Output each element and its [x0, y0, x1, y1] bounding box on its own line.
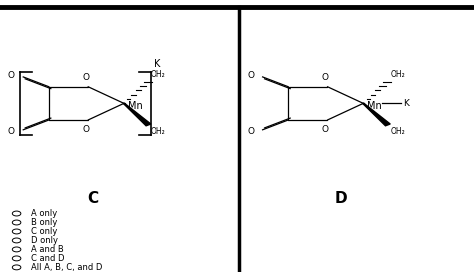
Text: Mn: Mn: [367, 101, 382, 110]
Text: O: O: [82, 125, 89, 134]
Text: Mn: Mn: [128, 101, 143, 110]
Polygon shape: [363, 103, 390, 126]
Text: O: O: [321, 73, 328, 82]
Text: K: K: [154, 59, 160, 69]
Text: O: O: [247, 127, 254, 136]
Text: O: O: [8, 127, 15, 136]
Text: All A, B, C, and D: All A, B, C, and D: [31, 263, 102, 272]
Text: K: K: [403, 99, 409, 108]
Text: C: C: [87, 191, 98, 206]
Text: O: O: [82, 73, 89, 82]
Text: O: O: [247, 71, 254, 80]
Text: D: D: [335, 191, 347, 206]
Text: D only: D only: [31, 236, 58, 245]
Polygon shape: [123, 103, 151, 126]
Text: C and D: C and D: [31, 254, 64, 263]
Text: B only: B only: [31, 218, 57, 227]
Text: OH₂: OH₂: [390, 70, 405, 79]
Text: OH₂: OH₂: [151, 127, 165, 136]
Text: OH₂: OH₂: [151, 70, 165, 79]
Text: O: O: [321, 125, 328, 134]
Text: O: O: [8, 71, 15, 80]
Text: A only: A only: [31, 209, 57, 218]
Text: A and B: A and B: [31, 245, 64, 254]
Text: C only: C only: [31, 227, 57, 236]
Text: OH₂: OH₂: [390, 127, 405, 136]
